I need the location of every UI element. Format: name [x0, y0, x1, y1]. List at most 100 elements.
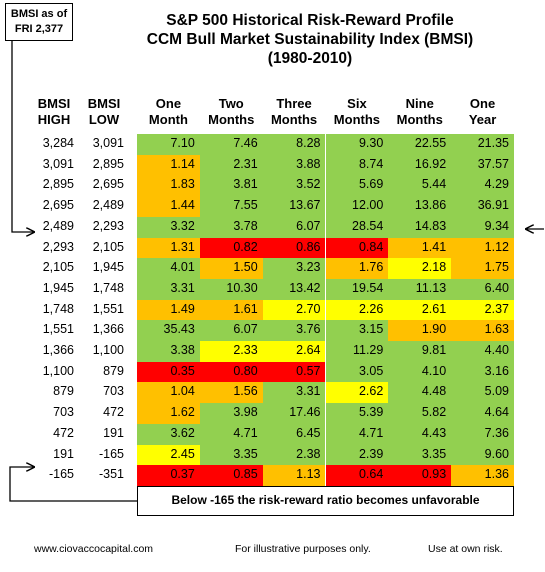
table-cell: 11.29 [325, 341, 389, 362]
table-cell: 1.61 [199, 299, 263, 321]
footer-site: www.ciovaccocapital.com [34, 543, 154, 555]
column-header-line-2: Month [148, 112, 188, 127]
column-header-line-1: Two [218, 96, 244, 111]
table-cell: 8.28 [262, 134, 326, 155]
table-cell: 10.30 [199, 278, 263, 300]
header-bmsi-high-line-1: BMSI [37, 96, 71, 111]
table-cell: 7.46 [199, 134, 263, 155]
table-cell: 2.45 [137, 444, 200, 466]
row-bmsi-high: 879 [53, 384, 74, 399]
table-cell: 1.75 [451, 258, 514, 279]
table-cell: 4.43 [388, 423, 452, 445]
risk-reward-grid: 7.10 7.46 8.28 9.30 22.55 21.35 1.14 2.31 3.88 8.… [137, 134, 514, 486]
table-cell: 4.48 [388, 382, 452, 404]
row-bmsi-low: 3,091 [92, 136, 124, 150]
table-cell: 3.32 [137, 216, 200, 238]
table-cell: 6.07 [199, 320, 263, 342]
table-cell: 2.26 [325, 299, 389, 321]
table-cell: 0.57 [262, 361, 326, 383]
row-bmsi-low: 703 [103, 384, 124, 399]
row-bmsi-high: 2,895 [42, 177, 74, 192]
table-cell: 1.36 [451, 465, 514, 486]
row-bmsi-low: 191 [103, 425, 124, 440]
table-cell: 2.37 [451, 299, 514, 321]
title-line-2: CCM Bull Market Sustainability Index (BM… [146, 31, 474, 48]
column-header: Three Months [263, 96, 326, 128]
column-header: One Month [137, 96, 200, 128]
column-header-line-2: Months [270, 112, 318, 127]
row-bmsi-low: 2,105 [92, 239, 124, 254]
row-bmsi-low: 2,489 [92, 198, 124, 213]
row-bmsi-low: 879 [103, 363, 124, 378]
table-cell: 6.45 [262, 423, 326, 445]
table-cell: 9.60 [451, 444, 514, 466]
table-cell: 2.64 [262, 341, 326, 362]
table-cell: 13.67 [262, 196, 326, 217]
table-cell: 2.70 [262, 299, 326, 321]
table-cell: 5.09 [451, 382, 514, 404]
title-line-1: S&P 500 Historical Risk-Reward Profile [166, 12, 454, 29]
header-bmsi-low-line-1: BMSI [87, 96, 121, 111]
table-cell: 8.74 [325, 154, 389, 176]
table-cell: 36.91 [451, 196, 514, 217]
row-bmsi-high: 2,293 [42, 239, 74, 254]
table-cell: 1.63 [451, 320, 514, 342]
table-cell: 7.36 [451, 423, 514, 445]
table-cell: 2.33 [199, 341, 263, 362]
table-cell: 1.83 [137, 175, 200, 197]
table-cell: 3.35 [199, 444, 263, 466]
row-bmsi-low: 1,945 [92, 260, 124, 275]
table-cell: 9.34 [451, 216, 514, 238]
row-bmsi-low: 472 [103, 405, 124, 420]
row-bmsi-high: 703 [53, 405, 74, 420]
table-cell: 4.71 [325, 423, 389, 445]
unfavorable-note: Below -165 the risk-reward ratio becomes… [137, 486, 514, 516]
header-bmsi-low: BMSI LOW [82, 96, 126, 128]
row-bmsi-high: 2,695 [42, 198, 74, 213]
row-bmsi-high: 2,105 [42, 260, 74, 275]
column-header: Nine Months [388, 96, 451, 128]
table-cell: 3.15 [325, 320, 389, 342]
table-cell: 0.84 [325, 237, 389, 259]
table-cell: 3.76 [262, 320, 326, 342]
table-cell: 2.31 [199, 154, 263, 176]
table-cell: 0.35 [137, 361, 200, 383]
row-bmsi-high: 1,748 [42, 301, 74, 316]
table-cell: 1.76 [325, 258, 389, 279]
table-cell: 3.52 [262, 175, 326, 197]
table-cell: 19.54 [325, 278, 389, 300]
row-bmsi-low: -165 [98, 446, 124, 461]
table-cell: 2.62 [325, 382, 389, 404]
footer-risk: Use at own risk. [428, 543, 503, 555]
table-cell: 4.10 [388, 361, 452, 383]
table-cell: 3.78 [199, 216, 263, 238]
table-cell: 13.86 [388, 196, 452, 217]
table-cell: 1.04 [137, 382, 200, 404]
column-header-line-2: Months [333, 112, 381, 127]
table-cell: 3.81 [199, 175, 263, 197]
header-bmsi-high-line-2: HIGH [37, 112, 71, 127]
table-cell: 13.42 [262, 278, 326, 300]
table-cell: 1.31 [137, 237, 200, 259]
footer-disclaimer: For illustrative purposes only. [235, 543, 371, 555]
table-cell: 17.46 [262, 403, 326, 424]
table-cell: 1.12 [451, 237, 514, 259]
table-cell: 4.64 [451, 403, 514, 424]
callout-arrow-current [11, 41, 34, 232]
table-cell: 1.56 [199, 382, 263, 404]
table-cell: 4.29 [451, 175, 514, 197]
row-bmsi-high: 1,551 [42, 322, 74, 337]
table-cell: 1.13 [262, 465, 326, 486]
table-cell: 11.13 [388, 278, 452, 300]
row-bmsi-high: 2,489 [42, 218, 74, 233]
column-header: Six Months [326, 96, 389, 128]
table-cell: 6.40 [451, 278, 514, 300]
row-bmsi-high: 1,366 [42, 343, 74, 358]
table-cell: 5.39 [325, 403, 389, 424]
table-cell: 5.82 [388, 403, 452, 424]
table-cell: 3.31 [137, 278, 200, 300]
table-cell: 5.69 [325, 175, 389, 197]
table-cell: 37.57 [451, 154, 514, 176]
table-cell: 3.98 [199, 403, 263, 424]
table-cell: 4.71 [199, 423, 263, 445]
